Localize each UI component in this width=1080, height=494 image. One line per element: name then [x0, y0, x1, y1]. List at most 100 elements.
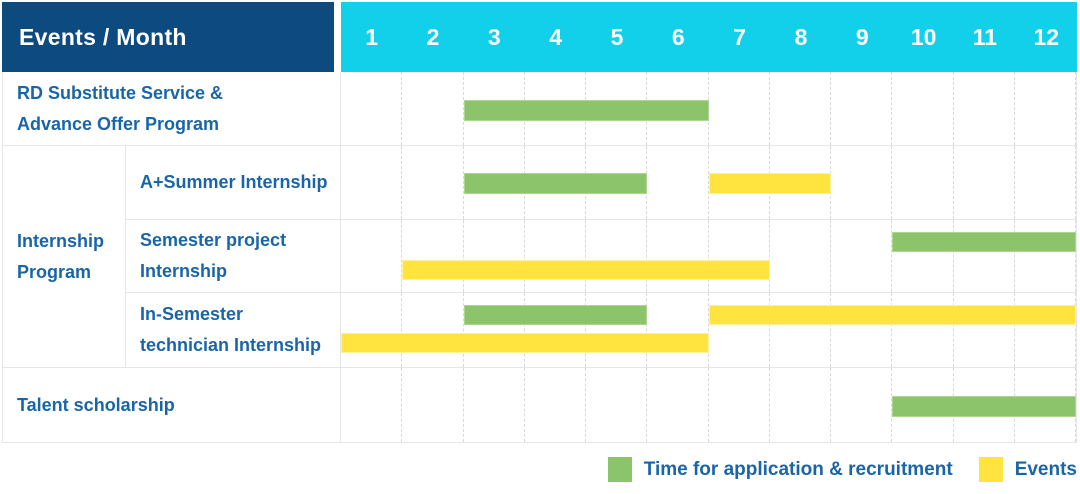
month-grid-cell [341, 219, 403, 293]
month-grid-cell [892, 72, 954, 145]
event-bar [708, 173, 831, 195]
event-bar [402, 259, 770, 280]
corner-header-cell: Events / Month [2, 2, 334, 72]
month-header-cell: 11 [972, 23, 998, 50]
month-grid-cell [647, 293, 709, 367]
month-grid-cell [464, 368, 525, 442]
gantt-track [341, 146, 1076, 219]
month-header-cell: 5 [610, 23, 624, 50]
month-grid-cell [954, 293, 1015, 367]
month-grid-cell [341, 146, 403, 219]
month-grid-cell [525, 368, 586, 442]
group-label: Internship Program [17, 230, 105, 282]
row-label-cell: Talent scholarship [3, 368, 341, 442]
row-label-cell: In-Semester technician Internship [126, 293, 341, 367]
month-header-cell: 1 [365, 23, 379, 50]
legend-label: Events [1014, 458, 1077, 480]
month-grid-cell [709, 368, 770, 442]
application-bar [463, 99, 709, 121]
row-label-cell: A+Summer Internship [126, 146, 341, 219]
gantt-track [341, 368, 1076, 442]
application-bar [463, 173, 648, 195]
row-label: A+Summer Internship [140, 171, 328, 192]
gantt-track [341, 293, 1076, 367]
month-grid-cell [647, 368, 709, 442]
month-grid-cell [525, 219, 586, 293]
month-grid-cell [770, 219, 831, 293]
month-header-cell: 12 [1033, 23, 1060, 50]
month-header-cell: 2 [426, 23, 440, 50]
gantt-track [341, 72, 1076, 145]
month-header: 1 2 3 4 5 6 7 8 9 10 11 12 [341, 2, 1077, 72]
month-grid-cell [1015, 219, 1076, 293]
month-grid-cell [770, 368, 831, 442]
legend-swatch-application [607, 457, 632, 482]
application-bar [892, 231, 1076, 252]
legend-swatch-events [978, 457, 1003, 482]
month-grid-cell [954, 72, 1015, 145]
row-label-cell: Semester project Internship [126, 219, 341, 293]
month-grid-cell [341, 293, 403, 367]
month-grid-cell [341, 368, 403, 442]
month-header-cell: 7 [733, 23, 747, 50]
month-grid-cell [892, 146, 954, 219]
application-bar [892, 396, 1076, 417]
row-label: RD Substitute Service & Advance Offer Pr… [17, 82, 224, 134]
month-grid-cell [954, 219, 1015, 293]
month-grid-cell [709, 72, 770, 145]
month-grid-cell [402, 72, 464, 145]
month-grid-cell [647, 219, 709, 293]
legend-item-application: Time for application & recruitment [607, 457, 953, 482]
month-grid-cell [892, 293, 954, 367]
month-grid-cell [831, 368, 893, 442]
month-grid-cell [586, 219, 648, 293]
month-grid-cell [831, 219, 893, 293]
month-grid-cell [402, 219, 464, 293]
gantt-track [341, 219, 1076, 293]
row-label: In-Semester technician Internship [140, 304, 322, 356]
month-grid-cell [892, 219, 954, 293]
legend-item-events: Events [978, 457, 1077, 482]
month-grid-cell [831, 72, 893, 145]
month-grid-cell [954, 146, 1015, 219]
month-grid-cell [586, 368, 648, 442]
month-grid-cell [647, 146, 709, 219]
internship-program-group: Internship Program A+Summer Internship S… [3, 146, 1076, 368]
month-header-cell: 4 [549, 23, 563, 50]
month-grid-cell [1015, 72, 1076, 145]
month-grid-cell [770, 293, 831, 367]
month-grid-cell [402, 368, 464, 442]
group-label-cell: Internship Program [3, 146, 126, 367]
month-grid-cell [1015, 146, 1076, 219]
month-header-cell: 6 [671, 23, 685, 50]
schedule-table: Events / Month 1 2 3 4 5 6 7 8 9 10 11 12 RD Substi… [2, 2, 1077, 443]
month-header-cell: 10 [910, 23, 937, 50]
legend: Time for application & recruitment Events [607, 457, 1077, 482]
row-label: Semester project Internship [140, 230, 287, 281]
month-grid-cell [525, 293, 586, 367]
month-grid-cell [709, 293, 770, 367]
group-sub-rows: A+Summer Internship Semester project Int… [126, 146, 1076, 367]
table-header-row: Events / Month 1 2 3 4 5 6 7 8 9 10 11 12 [2, 2, 1077, 72]
month-grid-cell [831, 146, 893, 219]
header-divider [334, 2, 341, 72]
month-header-cell: 8 [794, 23, 808, 50]
application-bar [463, 305, 648, 326]
month-grid-cell [831, 293, 893, 367]
table-row: RD Substitute Service & Advance Offer Pr… [3, 72, 1076, 146]
month-grid-cell [770, 72, 831, 145]
table-row: Talent scholarship [3, 368, 1076, 442]
table-row: In-Semester technician Internship [126, 293, 1076, 367]
month-grid-cell [402, 293, 464, 367]
month-grid-cell [341, 72, 403, 145]
table-row: Semester project Internship [126, 219, 1076, 294]
event-bar [341, 333, 709, 354]
month-grid-cell [1015, 293, 1076, 367]
month-header-cell: 3 [487, 23, 501, 50]
table-body: RD Substitute Service & Advance Offer Pr… [2, 72, 1077, 443]
corner-header-label: Events / Month [19, 23, 187, 50]
month-grid-cell [464, 293, 525, 367]
row-label: Talent scholarship [17, 394, 175, 415]
table-row: A+Summer Internship [126, 146, 1076, 220]
